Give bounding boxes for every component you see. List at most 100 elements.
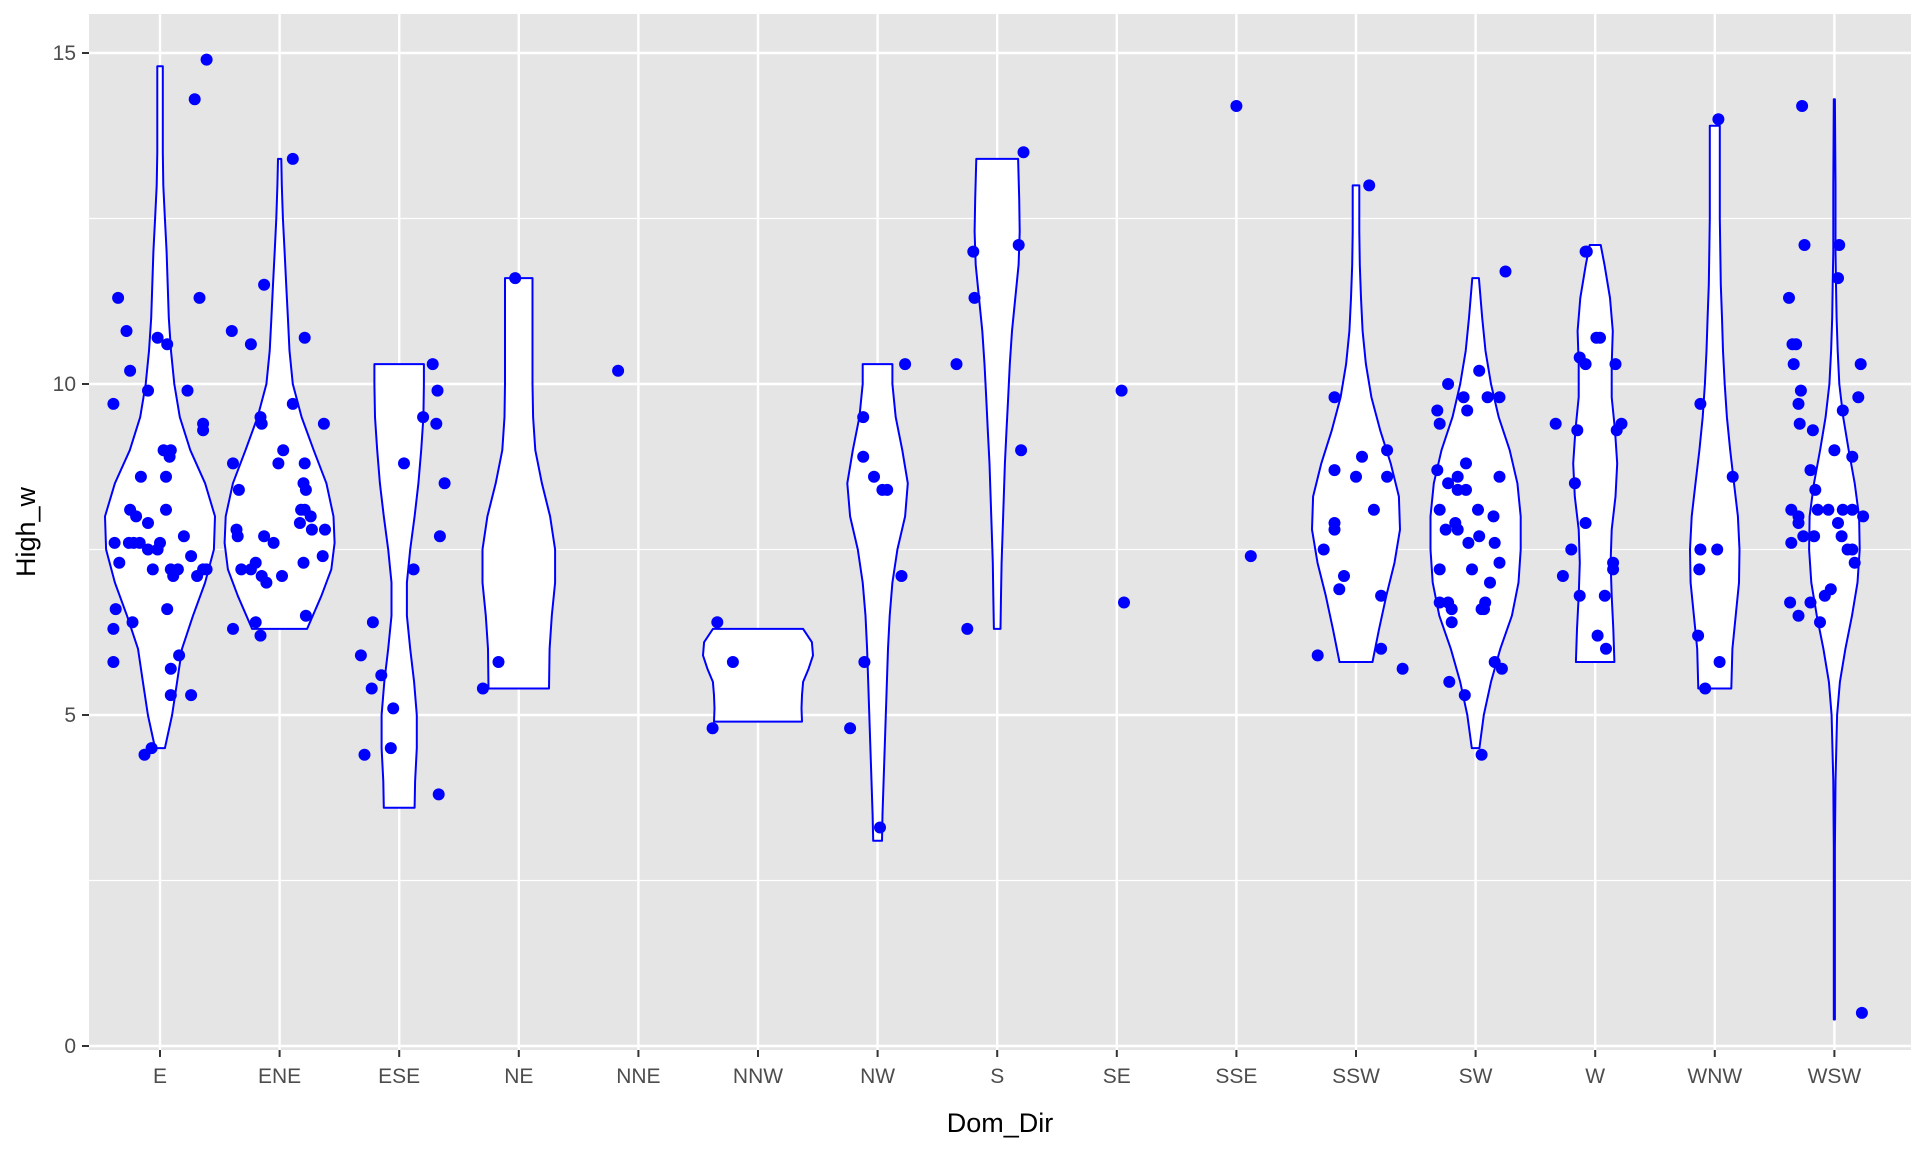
data-point (232, 483, 245, 496)
data-point (1790, 338, 1803, 351)
data-point (185, 689, 198, 702)
data-point (1787, 358, 1800, 371)
data-point (1855, 1006, 1868, 1019)
data-point (1579, 517, 1592, 529)
data-point (1461, 404, 1474, 417)
data-point (1609, 358, 1622, 371)
data-point (227, 457, 239, 470)
data-point (1493, 556, 1506, 569)
data-point (1579, 358, 1592, 371)
data-point (160, 470, 172, 483)
data-point (142, 543, 154, 556)
x-axis-title: Dom_Dir (947, 1108, 1054, 1138)
data-point (258, 530, 271, 543)
data-point (258, 278, 271, 291)
data-point (113, 556, 126, 569)
data-point (1115, 384, 1128, 397)
data-point (163, 450, 176, 463)
data-point (299, 483, 312, 496)
data-point (1328, 464, 1341, 477)
data-point (225, 325, 238, 337)
data-point (706, 722, 719, 735)
data-point (319, 523, 331, 536)
data-point (197, 424, 210, 437)
data-point (255, 417, 268, 430)
data-point (1375, 589, 1388, 602)
data-point (1445, 616, 1458, 629)
data-point (1118, 596, 1130, 609)
data-point (161, 338, 174, 351)
violin-nnw (702, 627, 814, 723)
data-point (1442, 596, 1455, 609)
data-point (181, 384, 194, 397)
data-point (286, 397, 299, 410)
data-point (354, 649, 367, 662)
data-point (231, 530, 244, 543)
data-point (151, 543, 164, 556)
data-point (1568, 477, 1581, 490)
data-point (1594, 331, 1606, 344)
data-point (1451, 523, 1464, 536)
data-point (1832, 517, 1844, 529)
y-tick-label: 10 (53, 373, 76, 396)
data-point (968, 291, 981, 304)
data-point (1857, 510, 1870, 523)
data-point (1433, 596, 1446, 609)
violin-ese (373, 363, 425, 809)
data-point (1495, 662, 1508, 675)
data-point (130, 510, 143, 523)
points (107, 53, 1870, 1019)
data-point (899, 358, 912, 371)
data-point (1822, 503, 1835, 516)
violin-e (104, 65, 216, 750)
data-point (249, 616, 262, 629)
data-point (1451, 470, 1464, 483)
data-point (1798, 239, 1811, 251)
data-point (1462, 536, 1475, 549)
data-point (293, 517, 306, 529)
data-point (1712, 113, 1725, 126)
data-point (164, 689, 177, 702)
x-tick-label: SE (1103, 1065, 1131, 1088)
x-tick-label: WNW (1687, 1065, 1742, 1088)
data-point (1487, 510, 1500, 523)
data-point (1244, 550, 1257, 563)
data-point (260, 576, 273, 589)
x-tick-label: ENE (258, 1065, 301, 1088)
data-point (1615, 417, 1628, 430)
data-point (1848, 556, 1861, 569)
x-tick-label: SW (1459, 1065, 1493, 1088)
data-point (1493, 391, 1506, 404)
data-point (151, 331, 164, 344)
data-point (868, 470, 880, 483)
data-point (387, 702, 400, 715)
data-point (1230, 100, 1243, 112)
data-point (1792, 609, 1805, 622)
data-point (249, 556, 262, 569)
data-point (476, 682, 489, 695)
data-point (1363, 179, 1376, 192)
data-point (432, 788, 445, 801)
data-point (1591, 629, 1604, 642)
data-point (1381, 470, 1394, 483)
data-point (1556, 570, 1569, 582)
data-point (1711, 543, 1724, 556)
data-point (146, 563, 159, 576)
data-point (1794, 384, 1807, 397)
data-point (1814, 616, 1826, 629)
data-point (107, 656, 120, 668)
data-point (1499, 265, 1512, 278)
data-point (967, 245, 980, 258)
x-tick-label: NNE (616, 1065, 660, 1088)
data-point (1793, 417, 1806, 430)
data-point (1338, 570, 1350, 582)
data-point (297, 556, 310, 569)
data-point (133, 536, 146, 549)
data-point (1311, 649, 1324, 662)
data-point (438, 477, 451, 490)
data-point (1433, 503, 1446, 516)
data-point (1015, 444, 1028, 457)
data-point (1333, 583, 1346, 596)
data-point (950, 358, 963, 371)
data-point (107, 622, 120, 635)
